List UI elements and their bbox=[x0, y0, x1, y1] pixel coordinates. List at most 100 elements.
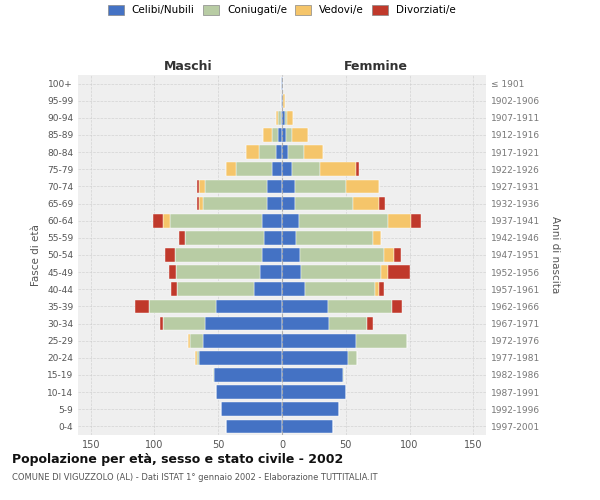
Bar bbox=[213, 368, 214, 382]
Bar bbox=[356, 334, 407, 347]
Bar bbox=[367, 316, 373, 330]
Bar bbox=[226, 420, 282, 434]
Y-axis label: Fasce di età: Fasce di età bbox=[31, 224, 41, 286]
Bar bbox=[206, 180, 267, 194]
Bar bbox=[394, 248, 401, 262]
Bar bbox=[282, 162, 292, 176]
Bar bbox=[305, 282, 375, 296]
Bar bbox=[163, 316, 206, 330]
Bar bbox=[216, 300, 282, 314]
Bar bbox=[259, 146, 275, 159]
Bar bbox=[375, 282, 379, 296]
Bar bbox=[282, 334, 356, 347]
Bar bbox=[262, 248, 282, 262]
Bar bbox=[221, 402, 282, 416]
Bar bbox=[203, 334, 282, 347]
Bar bbox=[283, 94, 284, 108]
Bar bbox=[382, 266, 388, 279]
Bar bbox=[197, 180, 199, 194]
Bar bbox=[379, 282, 384, 296]
Bar bbox=[289, 146, 304, 159]
Bar bbox=[282, 76, 283, 90]
Bar bbox=[206, 316, 282, 330]
Bar bbox=[199, 196, 203, 210]
Bar bbox=[282, 386, 346, 399]
Bar bbox=[282, 214, 299, 228]
Y-axis label: Anni di nascita: Anni di nascita bbox=[550, 216, 560, 294]
Bar bbox=[282, 231, 296, 244]
Bar bbox=[197, 351, 199, 364]
Bar bbox=[292, 128, 308, 142]
Bar bbox=[296, 231, 373, 244]
Bar bbox=[136, 300, 149, 314]
Bar bbox=[295, 196, 353, 210]
Bar bbox=[282, 180, 295, 194]
Bar bbox=[295, 180, 346, 194]
Bar bbox=[346, 180, 379, 194]
Bar bbox=[292, 162, 320, 176]
Bar bbox=[282, 420, 333, 434]
Bar bbox=[353, 196, 379, 210]
Bar bbox=[214, 368, 282, 382]
Text: Popolazione per età, sesso e stato civile - 2002: Popolazione per età, sesso e stato civil… bbox=[12, 452, 343, 466]
Bar bbox=[300, 248, 384, 262]
Bar bbox=[264, 231, 282, 244]
Bar bbox=[282, 248, 300, 262]
Bar bbox=[260, 266, 282, 279]
Bar bbox=[320, 162, 356, 176]
Text: COMUNE DI VIGUZZOLO (AL) - Dati ISTAT 1° gennaio 2002 - Elaborazione TUTTITALIA.: COMUNE DI VIGUZZOLO (AL) - Dati ISTAT 1°… bbox=[12, 472, 377, 482]
Bar bbox=[282, 402, 340, 416]
Bar bbox=[188, 334, 190, 347]
Bar bbox=[175, 248, 262, 262]
Bar bbox=[153, 214, 163, 228]
Bar bbox=[282, 266, 301, 279]
Bar bbox=[299, 214, 388, 228]
Bar bbox=[197, 196, 199, 210]
Bar bbox=[379, 196, 385, 210]
Bar bbox=[282, 368, 343, 382]
Bar bbox=[328, 300, 392, 314]
Text: Femmine: Femmine bbox=[344, 60, 408, 72]
Bar bbox=[304, 146, 323, 159]
Bar bbox=[282, 316, 329, 330]
Bar bbox=[171, 282, 178, 296]
Bar bbox=[284, 111, 287, 124]
Bar bbox=[203, 196, 267, 210]
Bar bbox=[199, 180, 206, 194]
Bar bbox=[282, 351, 349, 364]
Bar bbox=[411, 214, 421, 228]
Bar bbox=[272, 128, 278, 142]
Bar bbox=[329, 316, 367, 330]
Text: Maschi: Maschi bbox=[164, 60, 212, 72]
Bar bbox=[176, 266, 260, 279]
Bar bbox=[185, 231, 264, 244]
Bar bbox=[149, 300, 216, 314]
Bar bbox=[282, 111, 284, 124]
Bar bbox=[281, 111, 282, 124]
Bar bbox=[267, 196, 282, 210]
Bar bbox=[282, 282, 305, 296]
Bar bbox=[392, 300, 402, 314]
Bar bbox=[267, 180, 282, 194]
Bar bbox=[349, 351, 357, 364]
Bar bbox=[263, 128, 272, 142]
Bar bbox=[216, 386, 282, 399]
Bar bbox=[262, 214, 282, 228]
Bar bbox=[384, 248, 394, 262]
Bar bbox=[282, 128, 286, 142]
Bar bbox=[282, 196, 295, 210]
Bar bbox=[165, 248, 175, 262]
Bar bbox=[388, 266, 410, 279]
Bar bbox=[169, 266, 176, 279]
Bar bbox=[282, 300, 328, 314]
Bar bbox=[356, 162, 359, 176]
Bar bbox=[160, 316, 163, 330]
Bar bbox=[272, 162, 282, 176]
Bar bbox=[178, 282, 254, 296]
Bar bbox=[373, 231, 382, 244]
Bar bbox=[170, 214, 262, 228]
Bar bbox=[199, 351, 282, 364]
Bar bbox=[278, 128, 282, 142]
Bar bbox=[287, 111, 293, 124]
Bar bbox=[190, 334, 203, 347]
